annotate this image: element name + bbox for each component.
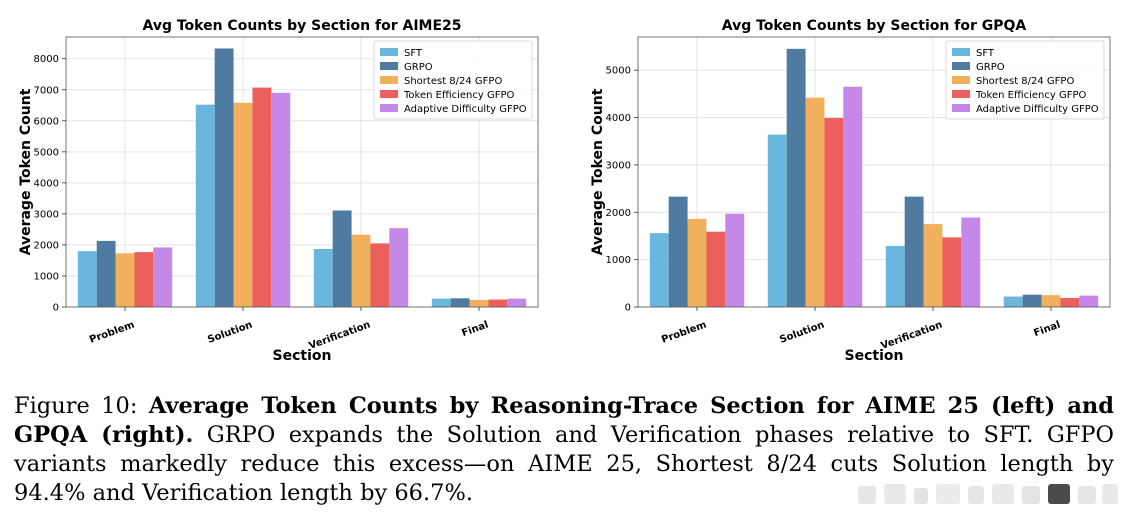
bar-grpo-verification xyxy=(332,210,352,307)
y-tick-label: 7000 xyxy=(34,85,59,96)
y-tick-label: 4000 xyxy=(34,178,59,189)
bar-shortest-8-24-gfpo-final xyxy=(1041,295,1061,307)
bar-token-efficiency-gfpo-problem xyxy=(706,231,726,307)
bar-token-efficiency-gfpo-problem xyxy=(134,252,154,307)
bar-token-efficiency-gfpo-final xyxy=(488,299,508,307)
bar-sft-problem xyxy=(77,251,97,307)
legend-swatch-grpo xyxy=(380,62,398,70)
legend-label-token-efficiency-gfpo: Token Efficiency GFPO xyxy=(403,90,515,101)
bar-sft-verification xyxy=(313,248,333,307)
bar-sft-final xyxy=(431,298,451,307)
plot-frame xyxy=(637,36,1111,308)
legend-label-sft: SFT xyxy=(404,48,423,59)
chart-aime25: 0 1000 2000 3000 4000 5000 6000 7000 8000 Problem… xyxy=(18,18,539,364)
caption-label: Figure 10: xyxy=(14,393,138,419)
y-tick-label: 2000 xyxy=(34,240,59,251)
watermark-logo xyxy=(858,484,1118,504)
bar-adaptive-difficulty-gfpo-verification xyxy=(961,217,981,307)
caption-bold: Average Token Counts by Reasoning-Trace … xyxy=(14,393,1114,448)
bar-shortest-8-24-gfpo-final xyxy=(469,299,489,307)
bar-grpo-final xyxy=(1022,294,1042,307)
legend-swatch-shortest-8-24-gfpo xyxy=(952,76,970,84)
legend-label-adaptive-difficulty-gfpo: Adaptive Difficulty GFPO xyxy=(976,104,1099,115)
bar-shortest-8-24-gfpo-solution xyxy=(233,102,253,307)
legend-label-grpo: GRPO xyxy=(404,62,433,73)
bar-sft-problem xyxy=(649,233,669,307)
x-tick-label-solution: Solution xyxy=(778,319,826,345)
y-axis-label: Average Token Count xyxy=(590,88,606,255)
caption-text: GRPO expands the Solution and Verificati… xyxy=(14,422,1114,506)
legend-swatch-sft xyxy=(952,48,970,56)
y-tick-label: 2000 xyxy=(606,208,631,219)
legend-label-shortest-8-24-gfpo: Shortest 8/24 GFPO xyxy=(404,76,502,87)
legend-swatch-grpo xyxy=(952,62,970,70)
legend-box xyxy=(945,40,1105,120)
bar-adaptive-difficulty-gfpo-problem xyxy=(725,213,745,307)
y-tick-label: 3000 xyxy=(34,209,59,220)
legend-swatch-adaptive-difficulty-gfpo xyxy=(380,104,398,112)
x-tick-label-problem: Problem xyxy=(88,319,136,345)
bar-grpo-solution xyxy=(786,48,806,308)
bar-sft-solution xyxy=(767,134,787,307)
legend-label-sft: SFT xyxy=(976,48,995,59)
legend-swatch-token-efficiency-gfpo xyxy=(380,90,398,98)
bar-grpo-problem xyxy=(668,196,688,307)
bar-token-efficiency-gfpo-final xyxy=(1060,298,1080,307)
legend-label-grpo: GRPO xyxy=(976,62,1005,73)
figure-caption: Figure 10: Average Token Counts by Reaso… xyxy=(14,392,1114,508)
y-tick-label: 8000 xyxy=(34,54,59,65)
x-tick-label-final: Final xyxy=(460,319,490,339)
bar-shortest-8-24-gfpo-verification xyxy=(351,234,371,307)
y-axis-label: Average Token Count xyxy=(18,88,34,255)
bar-shortest-8-24-gfpo-problem xyxy=(687,218,707,307)
legend-swatch-sft xyxy=(380,48,398,56)
bar-token-efficiency-gfpo-verification xyxy=(942,237,962,307)
bar-sft-verification xyxy=(885,245,905,307)
bar-shortest-8-24-gfpo-solution xyxy=(805,97,825,307)
bar-shortest-8-24-gfpo-problem xyxy=(115,253,135,307)
legend-label-token-efficiency-gfpo: Token Efficiency GFPO xyxy=(975,90,1087,101)
y-tick-label: 4000 xyxy=(606,113,631,124)
bar-grpo-solution xyxy=(214,48,234,307)
bar-adaptive-difficulty-gfpo-problem xyxy=(153,247,173,307)
bar-token-efficiency-gfpo-solution xyxy=(252,87,272,307)
bar-shortest-8-24-gfpo-verification xyxy=(923,224,943,307)
bar-adaptive-difficulty-gfpo-solution xyxy=(843,86,863,307)
legend-swatch-shortest-8-24-gfpo xyxy=(380,76,398,84)
x-tick-label-final: Final xyxy=(1032,319,1062,339)
x-axis-label: Section xyxy=(845,348,904,364)
bar-sft-solution xyxy=(195,104,215,307)
bar-grpo-final xyxy=(450,298,470,307)
y-tick-label: 6000 xyxy=(34,116,59,127)
bar-token-efficiency-gfpo-verification xyxy=(370,243,390,307)
legend-swatch-adaptive-difficulty-gfpo xyxy=(952,104,970,112)
x-tick-label-problem: Problem xyxy=(660,319,708,345)
legend-label-shortest-8-24-gfpo: Shortest 8/24 GFPO xyxy=(976,76,1074,87)
bar-adaptive-difficulty-gfpo-solution xyxy=(271,92,291,308)
y-tick-label: 3000 xyxy=(606,160,631,171)
y-tick-label: 5000 xyxy=(606,66,631,77)
bar-adaptive-difficulty-gfpo-final xyxy=(1079,295,1099,307)
chart-title: Avg Token Counts by Section for GPQA xyxy=(722,18,1027,34)
bar-token-efficiency-gfpo-solution xyxy=(824,118,844,307)
plot-frame xyxy=(65,36,539,308)
bar-grpo-problem xyxy=(96,240,116,307)
y-tick-label: 0 xyxy=(625,303,631,314)
y-tick-label: 1000 xyxy=(606,255,631,266)
bar-sft-final xyxy=(1003,296,1023,307)
bar-adaptive-difficulty-gfpo-final xyxy=(507,298,527,307)
x-axis-label: Section xyxy=(273,348,332,364)
bar-grpo-verification xyxy=(904,196,924,307)
bar-adaptive-difficulty-gfpo-verification xyxy=(389,228,409,307)
y-tick-label: 0 xyxy=(53,303,59,314)
y-tick-label: 1000 xyxy=(34,271,59,282)
x-tick-label-solution: Solution xyxy=(206,319,254,345)
legend-label-adaptive-difficulty-gfpo: Adaptive Difficulty GFPO xyxy=(404,104,527,115)
y-tick-label: 5000 xyxy=(34,147,59,158)
legend-swatch-token-efficiency-gfpo xyxy=(952,90,970,98)
chart-title: Avg Token Counts by Section for AIME25 xyxy=(142,18,461,34)
legend-box xyxy=(373,40,533,120)
